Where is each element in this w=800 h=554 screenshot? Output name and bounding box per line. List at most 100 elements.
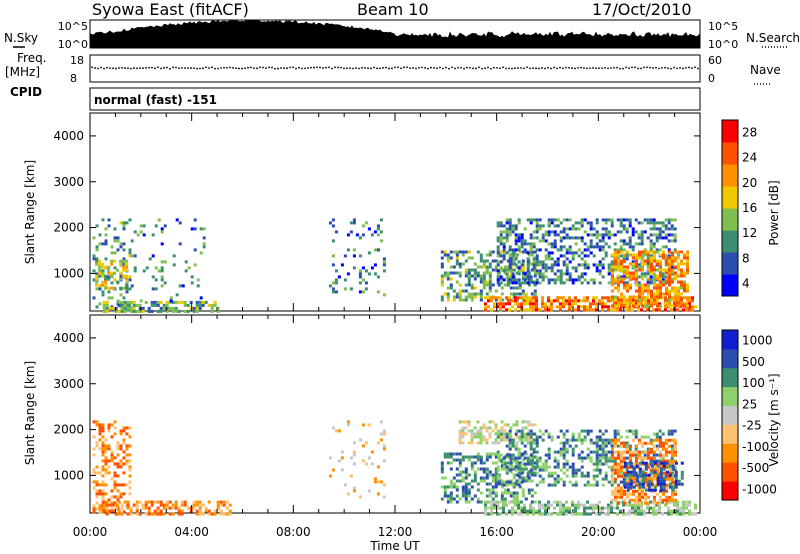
data-cell xyxy=(110,477,114,481)
data-cell xyxy=(589,233,593,237)
data-cell xyxy=(123,309,127,313)
data-cell xyxy=(461,435,465,439)
data-cell xyxy=(508,245,512,249)
data-cell xyxy=(565,512,568,516)
data-cell xyxy=(571,438,575,442)
data-cell xyxy=(101,242,105,246)
data-cell xyxy=(659,450,662,454)
data-cell xyxy=(186,303,190,307)
data-cell xyxy=(538,480,542,484)
data-cell xyxy=(116,504,120,508)
data-cell xyxy=(526,308,529,312)
data-cell xyxy=(691,299,694,303)
data-cell xyxy=(535,278,539,282)
data-cell xyxy=(661,296,664,300)
data-cell xyxy=(518,467,522,471)
data-cell xyxy=(580,239,584,243)
data-cell xyxy=(467,280,471,284)
data-cell xyxy=(193,218,197,222)
data-cell xyxy=(520,281,524,285)
data-cell xyxy=(508,465,512,469)
data-cell xyxy=(526,257,530,261)
data-cell xyxy=(476,458,480,462)
data-cell xyxy=(102,500,106,504)
data-cell xyxy=(631,299,634,303)
freq-point xyxy=(277,67,279,70)
data-cell xyxy=(511,248,515,252)
data-cell xyxy=(449,271,453,275)
data-cell xyxy=(521,268,525,272)
data-cell xyxy=(122,510,126,514)
data-cell xyxy=(101,280,105,284)
freq-point xyxy=(643,66,645,69)
data-cell xyxy=(92,296,96,300)
data-cell xyxy=(484,305,487,309)
data-cell xyxy=(119,447,123,451)
data-cell xyxy=(580,474,584,478)
freq-point xyxy=(688,66,690,69)
data-cell xyxy=(521,476,525,480)
data-cell xyxy=(677,268,680,272)
data-cell xyxy=(95,507,99,511)
data-cell xyxy=(623,283,626,287)
data-cell xyxy=(686,256,689,260)
freq-point xyxy=(295,67,297,70)
data-cell xyxy=(619,275,623,279)
data-cell xyxy=(635,277,638,281)
data-cell xyxy=(598,462,602,466)
data-cell xyxy=(647,268,650,272)
data-cell xyxy=(662,461,666,465)
data-cell xyxy=(682,500,685,504)
colorbar-tick-label: 12 xyxy=(742,226,757,240)
data-cell xyxy=(509,482,513,486)
data-cell xyxy=(683,271,686,275)
data-cell xyxy=(638,441,641,445)
data-cell xyxy=(674,298,677,302)
data-cell xyxy=(508,453,512,457)
data-cell xyxy=(503,271,507,275)
data-cell xyxy=(586,305,589,309)
data-cell xyxy=(611,492,614,496)
data-cell xyxy=(499,302,502,306)
data-cell xyxy=(144,500,148,504)
data-cell xyxy=(382,293,386,297)
data-cell xyxy=(467,274,471,278)
data-cell xyxy=(541,468,545,472)
freq-point xyxy=(364,66,366,69)
data-cell xyxy=(128,453,132,457)
data-cell xyxy=(449,277,453,281)
data-cell xyxy=(488,432,492,436)
data-cell xyxy=(503,435,507,439)
data-cell xyxy=(105,303,109,307)
data-cell xyxy=(499,506,502,510)
data-cell xyxy=(671,467,675,471)
colorbar-swatch xyxy=(722,424,738,444)
data-cell xyxy=(488,494,492,498)
data-cell xyxy=(656,482,660,486)
data-cell xyxy=(674,301,677,305)
data-cell xyxy=(637,221,641,225)
data-cell xyxy=(644,274,647,278)
data-cell xyxy=(635,476,639,480)
data-cell xyxy=(503,429,507,433)
data-cell xyxy=(119,465,123,469)
data-cell xyxy=(518,286,522,290)
data-cell xyxy=(604,512,607,516)
data-cell xyxy=(174,506,178,510)
freq-point xyxy=(469,66,471,69)
data-cell xyxy=(532,218,536,222)
data-cell xyxy=(113,426,117,430)
data-cell xyxy=(473,435,477,439)
data-cell xyxy=(120,512,124,516)
data-cell xyxy=(634,429,638,433)
data-cell xyxy=(680,482,684,486)
data-cell xyxy=(616,308,619,312)
data-cell xyxy=(655,509,658,513)
freq-point xyxy=(463,67,465,70)
data-cell xyxy=(673,429,677,433)
data-cell xyxy=(473,274,477,278)
data-cell xyxy=(512,494,516,498)
data-cell xyxy=(485,280,489,284)
data-cell xyxy=(620,444,623,448)
data-cell xyxy=(610,233,614,237)
